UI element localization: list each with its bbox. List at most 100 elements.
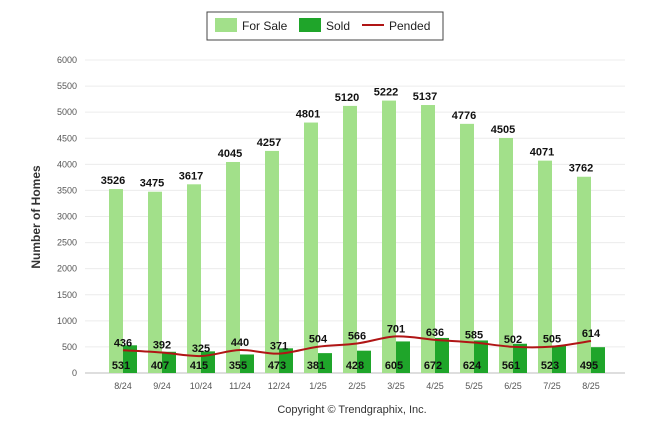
bar-for-sale	[148, 191, 162, 373]
label-sold: 605	[385, 360, 403, 372]
y-tick-label: 1000	[57, 316, 77, 326]
label-sold: 415	[190, 360, 208, 372]
y-tick-label: 3000	[57, 212, 77, 222]
label-pended: 502	[504, 334, 522, 346]
label-pended: 392	[153, 340, 171, 352]
legend-label-pended: Pended	[389, 19, 430, 33]
bar-sold	[513, 343, 527, 373]
label-pended: 436	[114, 337, 132, 349]
pended-line	[122, 335, 592, 358]
legend-label-sold: Sold	[326, 19, 350, 33]
label-pended: 325	[192, 343, 210, 355]
legend-label-for-sale: For Sale	[242, 19, 288, 33]
label-pended: 701	[387, 323, 405, 335]
x-tick-label: 8/25	[582, 381, 600, 391]
y-tick-label: 500	[62, 342, 77, 352]
label-for-sale: 3617	[179, 170, 203, 182]
label-for-sale: 3762	[569, 163, 593, 175]
label-pended: 505	[543, 334, 561, 346]
y-tick-label: 3500	[57, 185, 77, 195]
y-tick-label: 4500	[57, 133, 77, 143]
label-sold: 428	[346, 360, 364, 372]
y-tick-label: 5000	[57, 107, 77, 117]
label-sold: 523	[541, 360, 559, 372]
bar-sold	[162, 351, 176, 373]
x-tick-label: 12/24	[268, 381, 291, 391]
label-sold: 381	[307, 360, 325, 372]
x-tick-label: 11/24	[229, 381, 251, 391]
label-for-sale: 4776	[452, 110, 476, 122]
bar-for-sale	[460, 123, 474, 374]
label-sold: 473	[268, 360, 286, 372]
label-for-sale: 4801	[296, 109, 320, 121]
label-sold: 407	[151, 360, 169, 372]
label-sold: 624	[463, 360, 482, 372]
bar-for-sale	[538, 160, 552, 373]
label-pended: 504	[309, 334, 328, 346]
label-pended: 440	[231, 337, 249, 349]
bar-for-sale	[226, 161, 240, 373]
label-for-sale: 5120	[335, 92, 359, 104]
x-tick-label: 2/25	[348, 381, 366, 391]
label-pended: 636	[426, 327, 444, 339]
bar-sold	[357, 350, 371, 373]
label-sold: 672	[424, 360, 442, 372]
y-axis-title: Number of Homes	[29, 165, 43, 269]
x-tick-label: 10/24	[190, 381, 213, 391]
label-pended: 585	[465, 329, 483, 341]
bar-for-sale	[499, 137, 513, 373]
legend-swatch-for-sale	[215, 18, 237, 32]
y-axis-ticks: 0 500 1000 1500 2000 2500 3000 3500 4000 4500 5000…	[57, 55, 77, 378]
bar-sold	[474, 340, 488, 373]
y-tick-label: 6000	[57, 55, 77, 65]
data-labels: 3526 531 436 3475 407 392 3617 415 325 4045 355 440…	[101, 87, 601, 372]
x-tick-label: 9/24	[153, 381, 171, 391]
label-sold: 495	[580, 360, 598, 372]
bar-sold	[591, 347, 605, 373]
y-tick-label: 2500	[57, 238, 77, 248]
bar-sold	[240, 354, 254, 373]
label-pended: 566	[348, 330, 366, 342]
x-tick-label: 1/25	[309, 381, 327, 391]
label-for-sale: 3475	[140, 178, 164, 190]
bar-for-sale	[265, 150, 279, 373]
bar-sold	[396, 341, 410, 373]
label-for-sale: 4505	[491, 124, 515, 136]
label-pended: 614	[582, 328, 601, 340]
y-tick-label: 0	[72, 368, 77, 378]
bar-for-sale	[109, 189, 123, 373]
x-axis-ticks: 8/24 9/24 10/24 11/24 12/24 1/25 2/25 3/25 4/25 5…	[114, 381, 600, 391]
bar-for-sale	[382, 100, 396, 373]
x-tick-label: 3/25	[387, 381, 405, 391]
pended-line-series	[122, 335, 592, 358]
legend-swatch-sold	[299, 18, 321, 32]
bar-for-sale	[421, 105, 435, 373]
label-for-sale: 5137	[413, 91, 437, 103]
y-tick-label: 5500	[57, 81, 77, 91]
x-tick-label: 5/25	[465, 381, 483, 391]
bar-sold	[279, 348, 293, 373]
label-sold: 355	[229, 360, 247, 372]
x-tick-label: 6/25	[504, 381, 522, 391]
y-tick-label: 4000	[57, 159, 77, 169]
y-tick-label: 1500	[57, 290, 77, 300]
label-sold: 561	[502, 360, 520, 372]
legend: For Sale Sold Pended	[206, 11, 444, 41]
bar-for-sale	[304, 122, 318, 373]
label-for-sale: 4071	[530, 147, 554, 159]
label-pended: 371	[270, 341, 288, 353]
bar-for-sale	[187, 184, 201, 373]
bar-sold	[435, 337, 449, 373]
label-for-sale: 4257	[257, 137, 281, 149]
label-for-sale: 5222	[374, 87, 398, 99]
label-for-sale: 3526	[101, 175, 125, 187]
bar-for-sale	[343, 105, 357, 373]
bar-for-sale	[577, 176, 591, 373]
x-tick-label: 4/25	[426, 381, 444, 391]
bar-sold	[123, 345, 137, 373]
x-tick-label: 8/24	[114, 381, 132, 391]
bar-sold	[318, 353, 332, 373]
legend-box	[206, 11, 444, 41]
copyright-text: Copyright © Trendgraphix, Inc.	[277, 404, 426, 416]
bars	[109, 100, 605, 374]
